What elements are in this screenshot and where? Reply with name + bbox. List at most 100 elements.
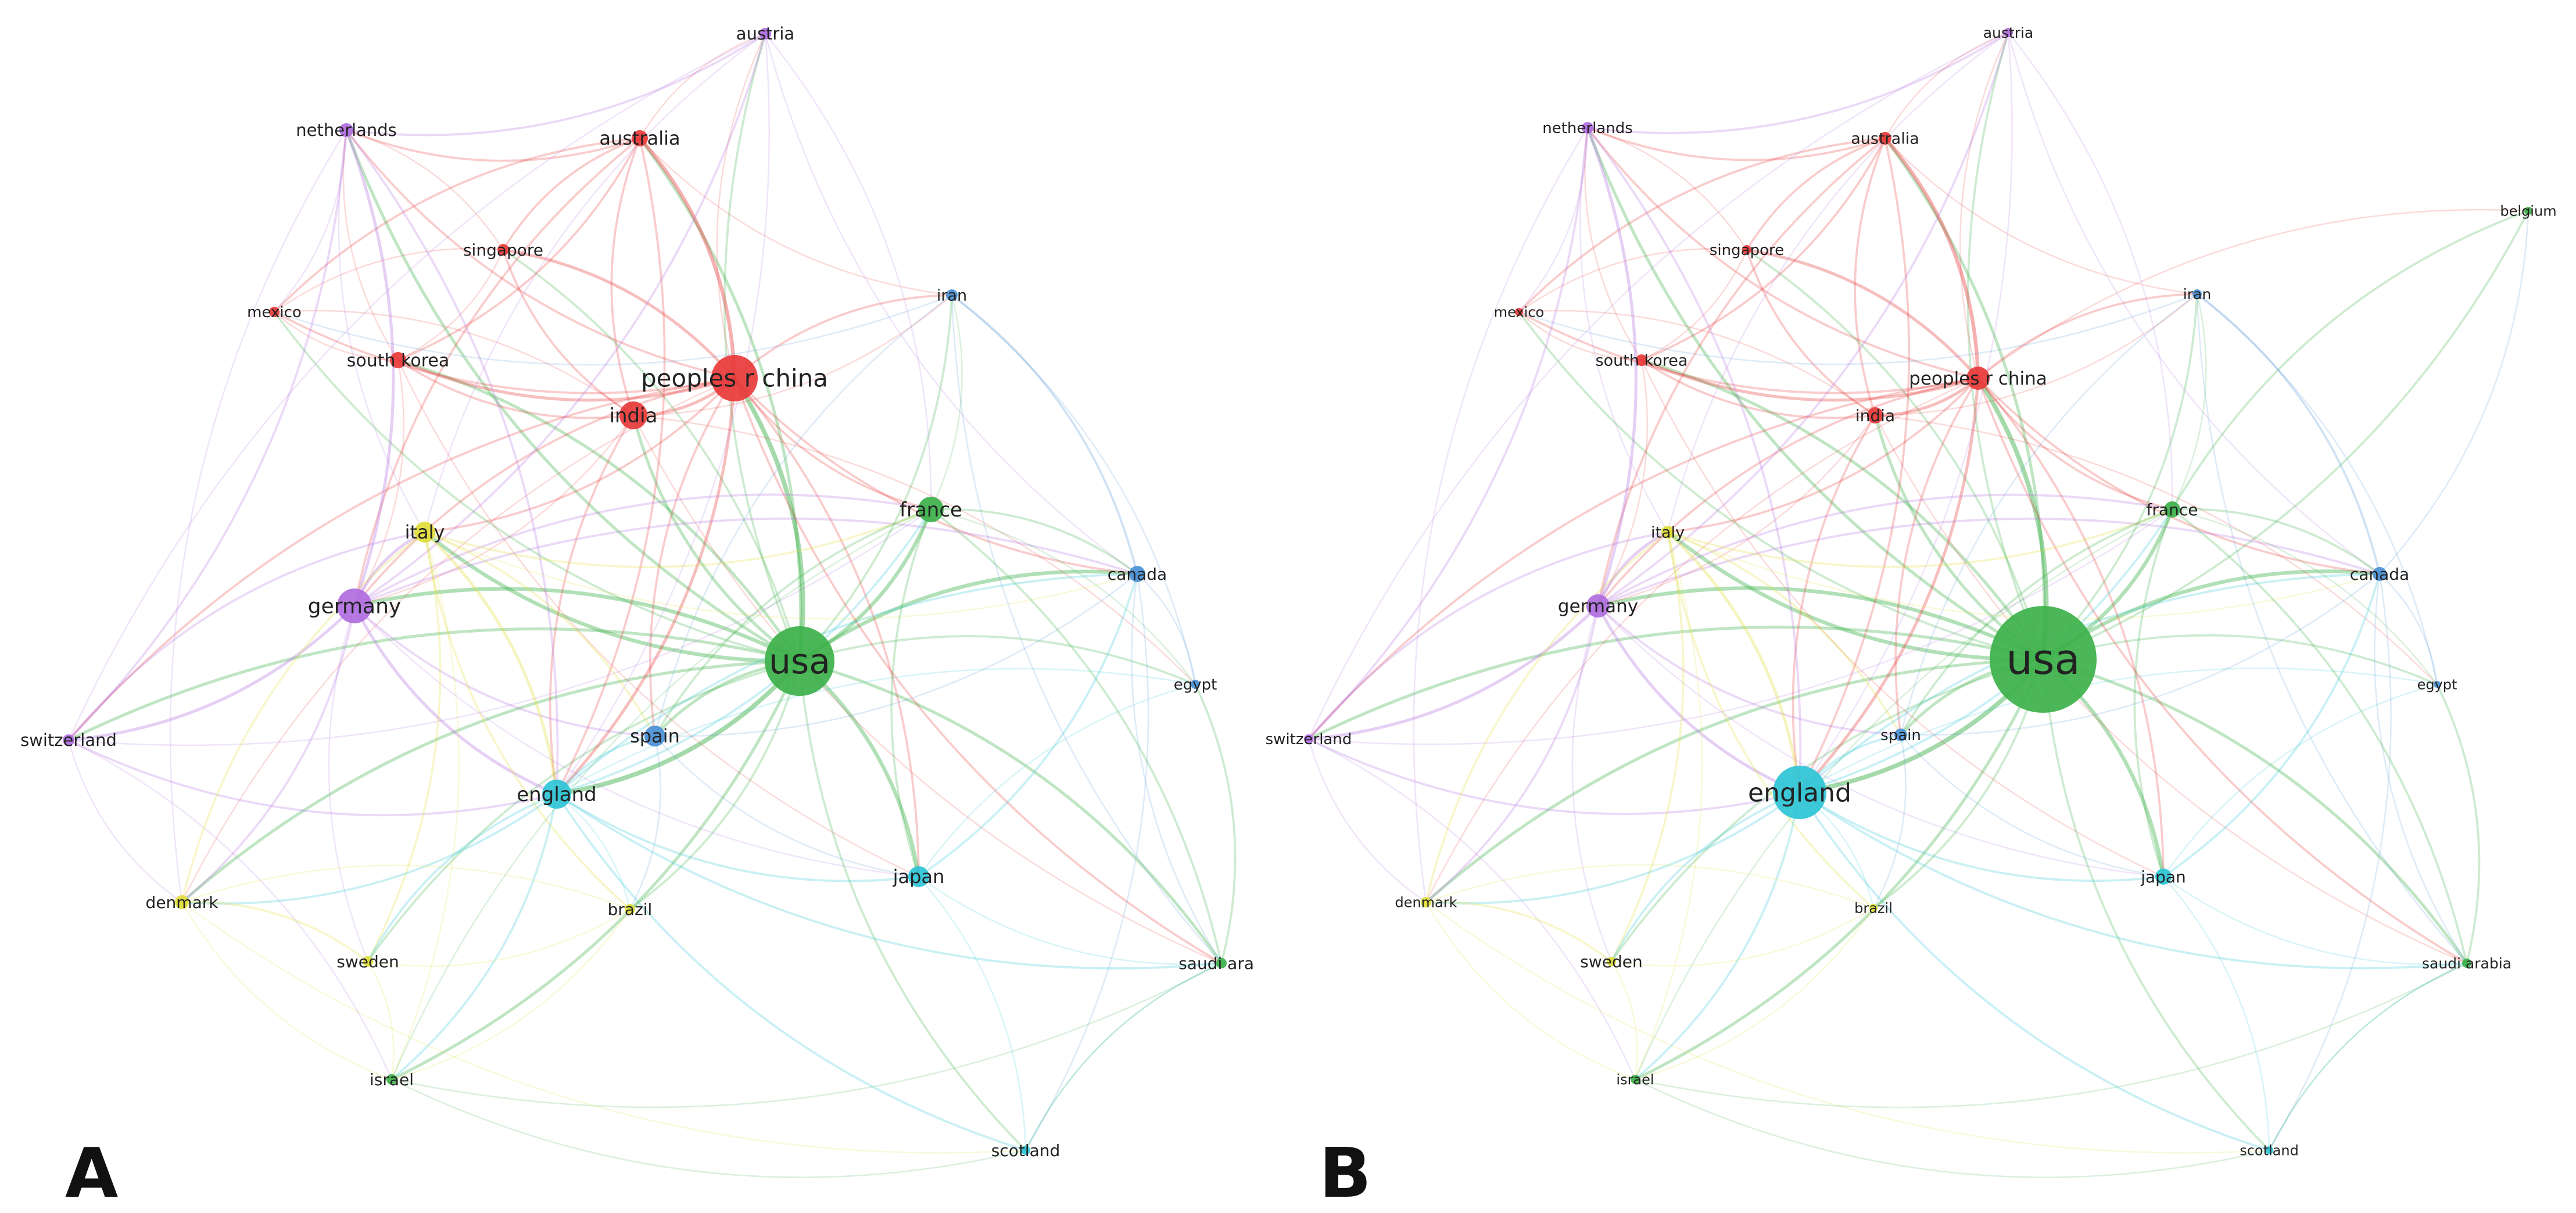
- edge-usa-england: [554, 659, 802, 796]
- edge-italy-brazil: [1667, 531, 1875, 909]
- edge-netherlands-denmark: [1413, 127, 1589, 903]
- edge-peoples_r_china-spain: [649, 377, 736, 737]
- network-panel-a: usa peoples r china england germany india fra…: [20, 24, 1264, 1178]
- edge-peoples_r_china-australia: [637, 136, 737, 381]
- edge-saudi_arabia-egypt: [1194, 683, 1237, 964]
- edge-england-denmark: [181, 793, 558, 905]
- edge-iran-mexico: [273, 294, 953, 366]
- node-sweden: [363, 956, 373, 967]
- node-label-belgium: belgium: [2500, 203, 2556, 219]
- node-layer-b: [1304, 28, 2532, 1154]
- edge-usa-saudi_arabia: [2041, 658, 2468, 965]
- node-brazil: [1869, 904, 1878, 912]
- node-italy: [414, 522, 435, 543]
- edge-germany-canada: [1597, 517, 2381, 607]
- edge-denmark-brazil: [181, 864, 631, 910]
- edge-brazil-israel: [1634, 907, 1875, 1081]
- edge-italy-denmark: [181, 531, 426, 903]
- edge-netherlands-italy: [1579, 127, 1669, 533]
- node-england: [1773, 766, 1826, 819]
- edge-iran-egypt: [951, 294, 1196, 686]
- edge-usa-scotland: [798, 660, 1027, 1151]
- edge-england-france: [556, 508, 932, 795]
- edge-saudi_arabia-egypt: [2436, 683, 2481, 964]
- node-label-japan: japan: [893, 866, 945, 888]
- edge-italy-israel: [1634, 531, 1703, 1081]
- edge-usa-japan: [797, 659, 921, 879]
- node-australia: [632, 130, 648, 146]
- edge-peoples_r_china-australia: [1883, 136, 1980, 381]
- edge-usa-mexico: [273, 311, 801, 662]
- edge-usa-mexico: [1518, 311, 2044, 661]
- edge-usa-singapore: [502, 249, 801, 662]
- node-label-usa: usa: [769, 641, 830, 682]
- edge-usa-germany: [1596, 586, 2045, 662]
- edge-sweden-israel: [367, 960, 395, 1081]
- node-germany: [1586, 594, 1610, 618]
- node-label-iran: iran: [937, 286, 967, 304]
- edge-usa-india: [632, 414, 801, 663]
- edge-peoples_r_china-england: [1798, 376, 1980, 794]
- edge-switzerland-france: [1307, 508, 2173, 745]
- edge-france-egypt: [2171, 508, 2438, 686]
- edge-australia-germany: [1597, 137, 1886, 607]
- node-label-england: england: [517, 783, 596, 806]
- edge-japan-canada: [2162, 573, 2381, 878]
- edge-israel-scotland: [1634, 1078, 2270, 1178]
- edge-germany-japan: [1597, 605, 2165, 878]
- edge-switzerland-denmark: [67, 739, 183, 903]
- node-canada: [2373, 567, 2387, 581]
- edge-austria-england: [556, 33, 770, 795]
- edge-peoples_r_china-saudi_arabia: [733, 377, 1223, 964]
- node-denmark: [175, 895, 189, 909]
- edge-india-mexico: [1518, 310, 1876, 417]
- edge-peoples_r_china-iran: [1977, 293, 2198, 379]
- node-label-england: england: [1748, 778, 1851, 808]
- node-label-austria: austria: [1983, 24, 2034, 41]
- node-label-brazil: brazil: [608, 900, 653, 919]
- edge-south_korea-japan: [1640, 359, 2165, 878]
- node-israel: [1631, 1075, 1640, 1084]
- node-israel: [386, 1074, 397, 1085]
- node-label-egypt: egypt: [2417, 676, 2457, 692]
- edge-peoples_r_china-singapore: [501, 248, 736, 380]
- edge-australia-mexico: [1518, 137, 1886, 313]
- edge-italy-sweden: [1610, 531, 1685, 963]
- edge-australia-singapore: [502, 137, 641, 251]
- edge-peoples_r_china-mexico: [273, 311, 736, 394]
- edge-england-scotland: [1798, 791, 2270, 1151]
- edge-france-japan: [890, 508, 932, 878]
- edge-usa-switzerland: [1307, 625, 2045, 741]
- edge-england-sweden: [367, 793, 558, 963]
- label-layer-b: usa england peoples r china germany india fra…: [1266, 24, 2557, 1159]
- edge-denmark-scotland: [1425, 901, 2270, 1154]
- edge-usa-brazil: [629, 660, 801, 910]
- edge-england-israel: [1634, 791, 1801, 1081]
- node-label-saudi-arabia: saudi arab: [1178, 954, 1264, 973]
- edge-peoples_r_china-italy: [424, 377, 736, 533]
- node-label-south-korea: south korea: [1596, 351, 1688, 369]
- edge-germany-switzerland: [1307, 604, 1600, 741]
- node-label-india: india: [1855, 406, 1895, 425]
- edge-netherlands-austria: [345, 33, 766, 137]
- edge-france-iran: [930, 294, 963, 511]
- edge-spain-canada: [654, 573, 1138, 737]
- edge-peoples_r_china-austria: [716, 33, 766, 379]
- node-netherlands: [1582, 122, 1593, 134]
- edge-israel-scotland: [390, 1078, 1027, 1178]
- node-label-brazil: brazil: [1854, 900, 1893, 916]
- node-label-japan: japan: [2140, 867, 2186, 887]
- edge-scotland-saudi_arabia: [1024, 962, 1223, 1151]
- edge-netherlands-switzerland: [67, 129, 347, 741]
- edge-switzerland-england: [1307, 738, 1801, 815]
- node-switzerland: [1304, 734, 1313, 744]
- edge-peoples_r_china-spain: [1894, 377, 1979, 736]
- edge-india-iran: [632, 294, 953, 417]
- edge-south_korea-mexico: [1518, 311, 1643, 361]
- edge-switzerland-israel: [1307, 738, 1636, 1081]
- edge-usa-australia: [638, 137, 802, 663]
- edge-australia-singapore: [1746, 137, 1886, 251]
- node-label-mexico: mexico: [247, 304, 302, 321]
- edge-canada-egypt: [2378, 573, 2438, 686]
